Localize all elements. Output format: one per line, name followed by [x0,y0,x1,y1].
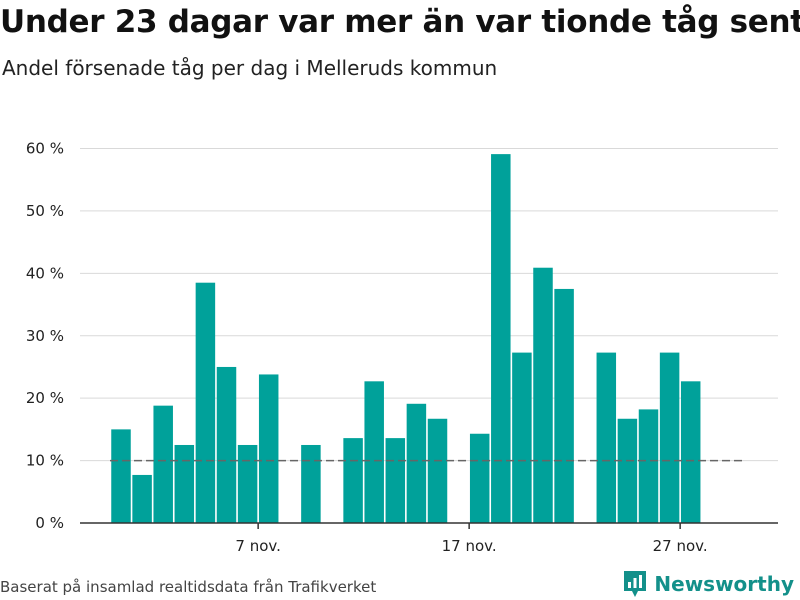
x-tick-label: 7 nov. [235,537,280,555]
bar [343,438,363,523]
brand-logo[interactable]: Newsworthy [622,569,794,599]
y-tick-label: 60 % [26,140,64,158]
bar [596,352,617,523]
y-tick-label: 0 % [35,514,64,532]
x-tick-label: 27 nov. [653,537,708,555]
bar [680,381,701,523]
bar [533,267,553,523]
bar [216,366,237,523]
bar-chart-icon [624,571,647,597]
bar [111,429,131,523]
bar [132,474,152,523]
bar [491,154,511,523]
bar [153,405,173,523]
bar [554,288,574,523]
bar [385,438,406,523]
y-axis-ticks: 0 % 10 % 20 % 30 % 40 % 50 % 60 % [26,140,64,533]
x-tick-label: 17 nov. [442,537,497,555]
bar [512,352,532,523]
y-tick-label: 10 % [26,452,64,470]
brand-name: Newsworthy [654,572,794,596]
bar [174,444,195,523]
bar [638,409,659,523]
bar [301,444,321,523]
bar [237,444,258,523]
y-tick-label: 40 % [26,264,64,282]
x-axis-ticks: 7 nov. 17 nov. 27 nov. [235,523,708,555]
bar [659,352,680,523]
y-tick-label: 20 % [26,389,64,407]
bar [364,381,384,523]
bar [258,374,279,523]
bar [195,282,216,523]
chart-title: Under 23 dagar var mer än var tionde tåg… [0,4,800,40]
bar [617,418,638,523]
bar [469,433,490,523]
y-tick-label: 30 % [26,327,64,345]
bar [427,418,448,523]
bar [406,403,427,523]
source-note: Baserat på insamlad realtidsdata från Tr… [0,578,377,596]
y-tick-label: 50 % [26,202,64,220]
chart-subtitle: Andel försenade tåg per dag i Melleruds … [2,56,498,80]
bars [111,154,701,523]
